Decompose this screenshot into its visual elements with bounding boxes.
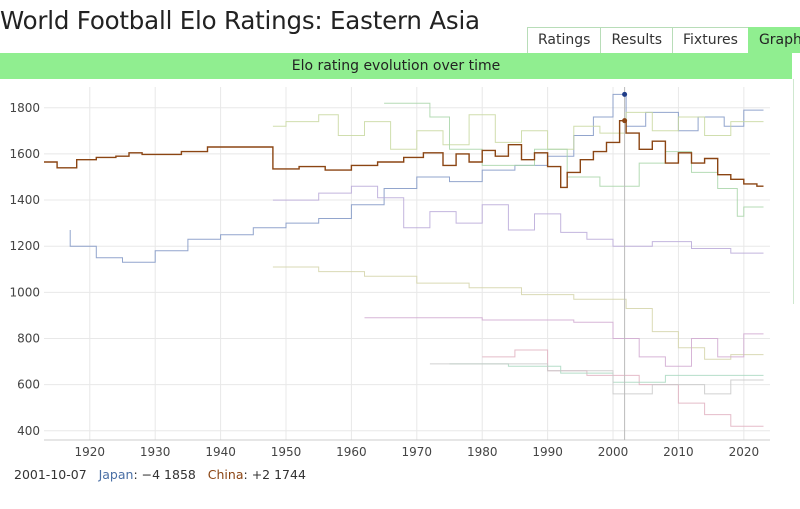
y-tick-label: 1000: [9, 285, 40, 299]
x-tick-label: 2000: [598, 445, 629, 459]
series-line-chinese-taipei[interactable]: [364, 317, 764, 367]
x-tick-label: 1920: [75, 445, 106, 459]
grid: [44, 87, 770, 440]
status-readout: 2001-10-07 Japan: −4 1858 China: +2 1744: [14, 467, 306, 482]
status-japan-value: −4 1858: [141, 467, 196, 482]
x-tick-label: 1960: [336, 445, 367, 459]
panel-edge: [793, 79, 794, 304]
x-tick-label: 1980: [467, 445, 498, 459]
series-line-china[interactable]: [44, 120, 764, 189]
status-date: 2001-10-07: [14, 467, 87, 482]
x-tick-label: 2020: [729, 445, 760, 459]
highlight-markers: [622, 87, 628, 440]
x-tick-label: 2010: [663, 445, 694, 459]
y-tick-label: 800: [17, 331, 40, 345]
series-line-north-korea[interactable]: [384, 102, 764, 217]
tab-results[interactable]: Results: [600, 27, 673, 53]
y-tick-label: 600: [17, 378, 40, 392]
status-china-value: +2 1744: [251, 467, 306, 482]
y-tick-label: 1200: [9, 239, 40, 253]
tab-fixtures[interactable]: Fixtures: [672, 27, 749, 53]
tab-ratings[interactable]: Ratings: [527, 27, 602, 53]
x-tick-label: 1950: [271, 445, 302, 459]
japan-point-marker: [622, 91, 628, 97]
elo-chart[interactable]: 1920 1930 1940 1950 1960 1970 1980 1990 2000 2010…: [0, 79, 792, 464]
series-line-south-korea[interactable]: [272, 111, 764, 150]
y-tick-label: 400: [17, 424, 40, 438]
series-line-mongolia[interactable]: [272, 185, 764, 254]
series-line-japan[interactable]: [69, 93, 764, 263]
tab-bar: Ratings Results Fixtures Graph: [527, 27, 800, 53]
status-china-label: China: [207, 467, 244, 482]
china-point-marker: [622, 118, 628, 124]
series-line-guam[interactable]: [449, 363, 764, 383]
graph-banner: Elo rating evolution over time: [0, 53, 792, 79]
series-line-macau[interactable]: [482, 349, 764, 427]
page-title: World Football Elo Ratings: Eastern Asia: [0, 6, 480, 35]
y-tick-label: 1800: [9, 101, 40, 115]
x-tick-label: 1970: [402, 445, 433, 459]
x-tick-label: 1940: [205, 445, 236, 459]
series-line-hong-kong[interactable]: [272, 266, 764, 360]
status-japan-label: Japan: [98, 467, 134, 482]
y-tick-label: 1400: [9, 193, 40, 207]
axes: 1920 1930 1940 1950 1960 1970 1980 1990 2000 2010…: [9, 101, 770, 459]
series-lines: [44, 93, 764, 427]
x-tick-label: 1990: [532, 445, 563, 459]
y-tick-label: 1600: [9, 147, 40, 161]
tab-graph[interactable]: Graph: [747, 27, 800, 53]
series-line-northern-mariana-islands[interactable]: [429, 363, 764, 395]
x-tick-label: 1930: [140, 445, 171, 459]
